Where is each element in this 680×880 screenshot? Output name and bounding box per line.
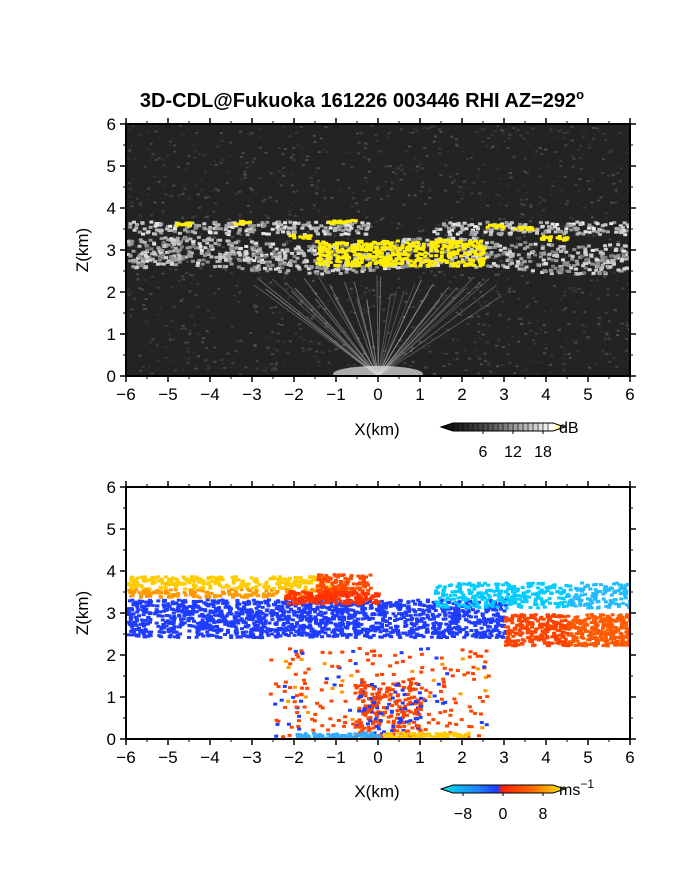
colorbar: −8 0 8 ms−1 [439,777,594,823]
x-tick-label: −6 [116,748,135,767]
y-axis: 0 1 2 3 4 5 6 [107,478,636,749]
plot-area [126,573,630,739]
x-tick-label: 3 [499,385,508,404]
x-tick-label: 3 [499,748,508,767]
x-axis: −6 −5 −4 −3 −2 −1 0 1 2 3 4 5 6 [116,481,635,767]
x-tick-label: −4 [200,748,219,767]
colorbar-unit: dB [559,420,579,437]
x-tick-label: 6 [625,748,634,767]
velocity-panel: −6 −5 −4 −3 −2 −1 0 1 2 3 4 5 6 0 1 2 3 4 5 6 X(km) Z(km) −8 0 8… [73,478,636,823]
colorbar-tick-label: −8 [454,806,472,823]
plot-area [126,124,630,376]
x-tick-label: 2 [457,385,466,404]
y-tick-label: 1 [107,325,116,344]
x-tick-label: 5 [583,385,592,404]
echo-rays [253,275,502,376]
x-tick-label: −5 [158,748,177,767]
y-axis: 0 1 2 3 4 5 6 [107,115,636,386]
velocity-echo [126,573,630,739]
x-tick-label: 6 [625,385,634,404]
x-tick-label: 4 [541,385,550,404]
y-axis-label: Z(km) [73,591,92,635]
y-axis-label: Z(km) [73,228,92,272]
x-tick-label: −2 [284,748,303,767]
cloud-layers [126,220,630,276]
x-tick-label: 1 [415,385,424,404]
x-tick-label: 5 [583,748,592,767]
colorbar-unit: ms−1 [559,777,594,799]
y-tick-label: 2 [107,646,116,665]
x-tick-label: 1 [415,748,424,767]
y-tick-label: 3 [107,241,116,260]
chart-title: 3D-CDL@Fukuoka 161226 003446 RHI AZ=292o [140,87,584,112]
colorbar-tick-label: 12 [504,444,522,461]
colorbar-tick-label: 18 [534,444,552,461]
x-axis-label: X(km) [354,420,399,439]
x-axis-label: X(km) [354,782,399,801]
x-tick-label: −3 [242,748,261,767]
x-tick-label: 0 [373,385,382,404]
x-tick-label: 0 [373,748,382,767]
y-tick-label: 5 [107,157,116,176]
y-tick-label: 4 [107,562,116,581]
colorbar-tick-label: 8 [539,806,548,823]
y-tick-label: 0 [107,367,116,386]
x-tick-label: 2 [457,748,466,767]
y-tick-label: 6 [107,478,116,497]
y-tick-label: 1 [107,688,116,707]
y-tick-label: 0 [107,730,116,749]
strong-echo [174,218,570,268]
y-tick-label: 4 [107,199,116,218]
x-axis: −6 −5 −4 −3 −2 −1 0 1 2 3 4 5 6 [116,118,635,404]
x-tick-label: −3 [242,385,261,404]
y-tick-label: 3 [107,604,116,623]
y-tick-label: 6 [107,115,116,134]
colorbar-tick-label: 6 [479,444,488,461]
x-tick-label: −5 [158,385,177,404]
x-tick-label: −6 [116,385,135,404]
colorbar-tick-label: 0 [499,806,508,823]
x-tick-label: 4 [541,748,550,767]
x-tick-label: −1 [326,748,345,767]
x-tick-label: −1 [326,385,345,404]
x-tick-label: −2 [284,385,303,404]
y-tick-label: 2 [107,283,116,302]
colorbar: 6 12 18 dB [439,420,579,461]
x-tick-label: −4 [200,385,219,404]
y-tick-label: 5 [107,520,116,539]
